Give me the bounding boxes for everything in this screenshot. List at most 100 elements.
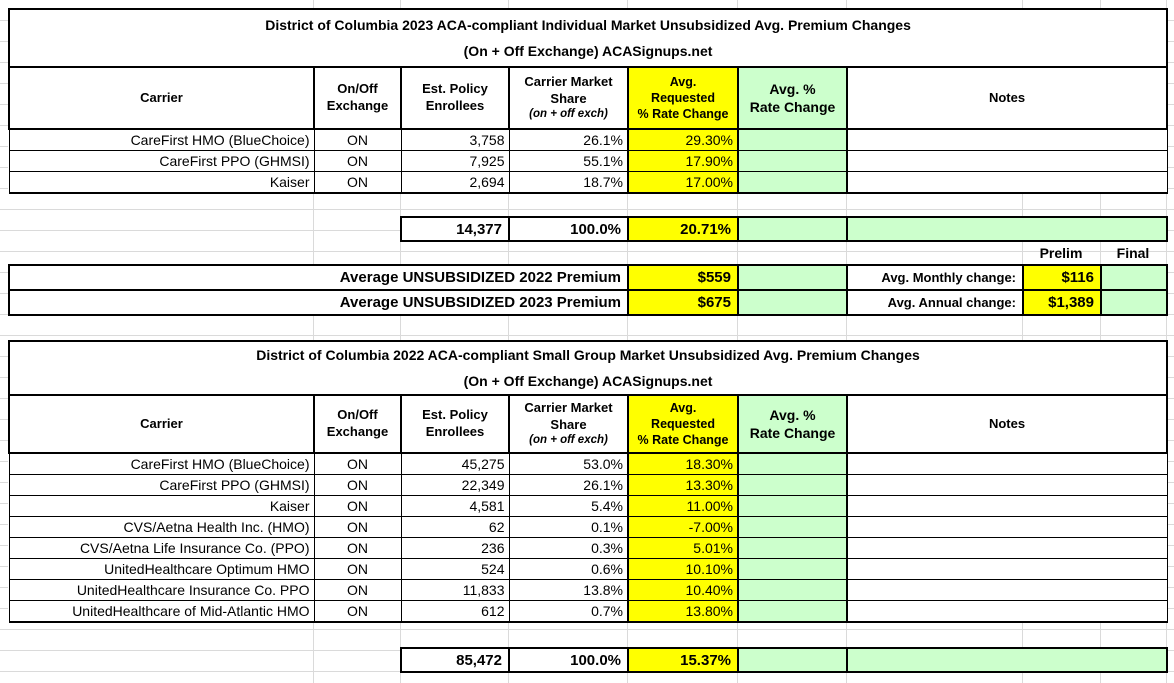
enrollees-cell[interactable]: 4,581 [400, 495, 510, 517]
premium-2023-value-cell[interactable]: $675 [627, 289, 739, 316]
avg-rate-change-cell[interactable] [737, 516, 848, 538]
carrier-cell[interactable]: CareFirst PPO (GHMSI) [8, 474, 315, 496]
annual-change-final-cell[interactable] [1100, 289, 1168, 316]
carrier-cell[interactable]: UnitedHealthcare of Mid-Atlantic HMO [8, 600, 315, 623]
monthly-change-final-cell[interactable] [1100, 264, 1168, 291]
avg-rate-change-header: Avg. % Rate Change [737, 66, 848, 130]
enrollees-cell[interactable]: 7,925 [400, 150, 510, 172]
total-market-share-cell[interactable]: 100.0% [508, 647, 629, 673]
notes-cell[interactable] [846, 150, 1168, 172]
requested-rate-cell[interactable]: 13.30% [627, 474, 739, 496]
exchange-cell[interactable]: ON [313, 452, 402, 475]
exchange-cell[interactable]: ON [313, 495, 402, 517]
avg-rate-change-cell[interactable] [737, 537, 848, 559]
enrollees-cell[interactable]: 62 [400, 516, 510, 538]
avg-rate-change-cell[interactable] [737, 150, 848, 172]
exchange-cell[interactable]: ON [313, 516, 402, 538]
requested-rate-cell[interactable]: 11.00% [627, 495, 739, 517]
exchange-cell[interactable]: ON [313, 150, 402, 172]
avg-rate-change-cell[interactable] [737, 558, 848, 580]
notes-cell[interactable] [846, 516, 1168, 538]
market-share-cell[interactable]: 0.6% [508, 558, 629, 580]
carrier-cell[interactable]: CVS/Aetna Health Inc. (HMO) [8, 516, 315, 538]
total-avg-rate-change-cell[interactable] [737, 647, 848, 673]
exchange-cell[interactable]: ON [313, 474, 402, 496]
avg-rate-change-cell[interactable] [737, 600, 848, 623]
exchange-cell[interactable]: ON [313, 537, 402, 559]
market-share-cell[interactable]: 53.0% [508, 452, 629, 475]
exchange-cell[interactable]: ON [313, 171, 402, 194]
annual-change-prelim-cell[interactable]: $1,389 [1022, 289, 1102, 316]
enrollees-cell[interactable]: 3,758 [400, 128, 510, 151]
market-share-cell[interactable]: 55.1% [508, 150, 629, 172]
total-requested-rate-cell[interactable]: 15.37% [627, 647, 739, 673]
exchange-header: On/Off Exchange [313, 66, 402, 130]
total-avg-rate-change-cell[interactable] [737, 216, 848, 242]
notes-cell[interactable] [846, 474, 1168, 496]
small-group-market-table: District of Columbia 2022 ACA-compliant … [7, 340, 1169, 623]
total-enrollees-cell[interactable]: 14,377 [400, 216, 510, 242]
avg-rate-change-cell[interactable] [737, 495, 848, 517]
requested-rate-cell[interactable]: 10.10% [627, 558, 739, 580]
total-enrollees-cell[interactable]: 85,472 [400, 647, 510, 673]
enrollees-cell[interactable]: 2,694 [400, 171, 510, 194]
exchange-cell[interactable]: ON [313, 600, 402, 623]
carrier-cell[interactable]: Kaiser [8, 171, 315, 194]
requested-rate-cell[interactable]: -7.00% [627, 516, 739, 538]
enrollees-cell[interactable]: 11,833 [400, 579, 510, 601]
market-share-cell[interactable]: 5.4% [508, 495, 629, 517]
carrier-cell[interactable]: Kaiser [8, 495, 315, 517]
monthly-change-label: Avg. Monthly change: [846, 264, 1024, 291]
premium-2022-green-cell[interactable] [737, 264, 848, 291]
exchange-cell[interactable]: ON [313, 128, 402, 151]
carrier-cell[interactable]: CareFirst HMO (BlueChoice) [8, 452, 315, 475]
total-notes-cell[interactable] [846, 647, 1168, 673]
notes-cell[interactable] [846, 558, 1168, 580]
market-share-cell[interactable]: 0.3% [508, 537, 629, 559]
market-share-cell[interactable]: 26.1% [508, 128, 629, 151]
table-row: CareFirst HMO (BlueChoice) ON 45,275 53.… [8, 452, 1168, 475]
carrier-cell[interactable]: CareFirst HMO (BlueChoice) [8, 128, 315, 151]
monthly-change-prelim-cell[interactable]: $116 [1022, 264, 1102, 291]
market-share-cell[interactable]: 18.7% [508, 171, 629, 194]
market-share-cell[interactable]: 0.1% [508, 516, 629, 538]
enrollees-cell[interactable]: 612 [400, 600, 510, 623]
exchange-cell[interactable]: ON [313, 558, 402, 580]
requested-rate-cell[interactable]: 13.80% [627, 600, 739, 623]
exchange-cell[interactable]: ON [313, 579, 402, 601]
requested-rate-cell[interactable]: 29.30% [627, 128, 739, 151]
notes-cell[interactable] [846, 452, 1168, 475]
notes-cell[interactable] [846, 600, 1168, 623]
enrollees-cell[interactable]: 22,349 [400, 474, 510, 496]
carrier-cell[interactable]: CareFirst PPO (GHMSI) [8, 150, 315, 172]
enrollees-cell[interactable]: 236 [400, 537, 510, 559]
market-share-cell[interactable]: 13.8% [508, 579, 629, 601]
avg-rate-change-cell[interactable] [737, 474, 848, 496]
notes-cell[interactable] [846, 495, 1168, 517]
enrollees-cell[interactable]: 524 [400, 558, 510, 580]
requested-rate-cell[interactable]: 10.40% [627, 579, 739, 601]
total-market-share-cell[interactable]: 100.0% [508, 216, 629, 242]
premium-2022-value-cell[interactable]: $559 [627, 264, 739, 291]
notes-cell[interactable] [846, 579, 1168, 601]
notes-cell[interactable] [846, 171, 1168, 194]
enrollees-cell[interactable]: 45,275 [400, 452, 510, 475]
avg-rate-change-cell[interactable] [737, 128, 848, 151]
premium-2023-green-cell[interactable] [737, 289, 848, 316]
carrier-cell[interactable]: UnitedHealthcare Optimum HMO [8, 558, 315, 580]
requested-rate-cell[interactable]: 5.01% [627, 537, 739, 559]
requested-rate-cell[interactable]: 17.90% [627, 150, 739, 172]
notes-cell[interactable] [846, 537, 1168, 559]
carrier-cell[interactable]: CVS/Aetna Life Insurance Co. (PPO) [8, 537, 315, 559]
requested-rate-cell[interactable]: 17.00% [627, 171, 739, 194]
total-notes-cell[interactable] [846, 216, 1168, 242]
carrier-cell[interactable]: UnitedHealthcare Insurance Co. PPO [8, 579, 315, 601]
requested-rate-cell[interactable]: 18.30% [627, 452, 739, 475]
avg-rate-change-cell[interactable] [737, 452, 848, 475]
avg-rate-change-cell[interactable] [737, 579, 848, 601]
avg-rate-change-cell[interactable] [737, 171, 848, 194]
market-share-cell[interactable]: 26.1% [508, 474, 629, 496]
total-requested-rate-cell[interactable]: 20.71% [627, 216, 739, 242]
notes-cell[interactable] [846, 128, 1168, 151]
market-share-cell[interactable]: 0.7% [508, 600, 629, 623]
